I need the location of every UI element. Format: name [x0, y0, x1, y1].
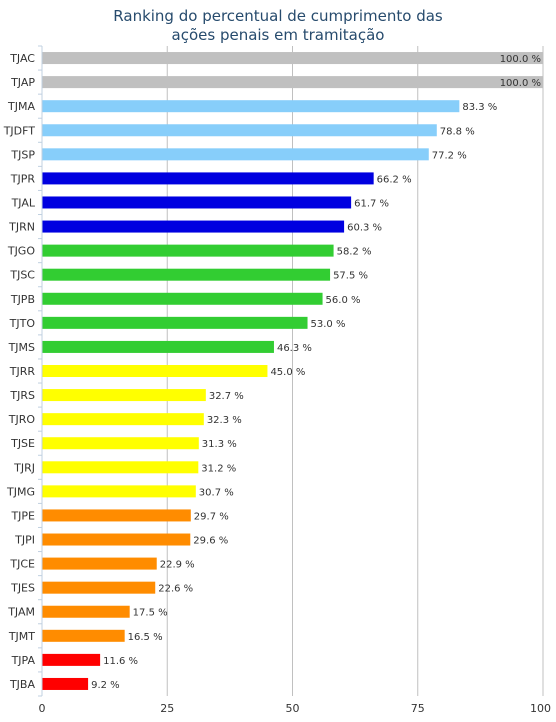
x-tick-label: 50 [286, 702, 300, 715]
bar [42, 533, 191, 546]
value-label: 29.7 % [194, 511, 229, 522]
value-label: 78.8 % [440, 126, 475, 137]
value-label: 100.0 % [500, 78, 541, 89]
value-label: 32.3 % [207, 415, 242, 426]
value-label: 31.3 % [202, 439, 237, 450]
bar [42, 365, 268, 377]
bar [42, 100, 460, 113]
bar [42, 316, 308, 329]
value-label: 9.2 % [91, 680, 120, 691]
value-label: 58.2 % [337, 247, 372, 258]
category-label: TJSC [9, 269, 35, 282]
category-label: TJRJ [13, 461, 35, 474]
x-tick-label: 75 [411, 702, 425, 715]
bar [42, 244, 334, 257]
value-label: 32.7 % [209, 391, 244, 402]
chart-title: Ranking do percentual de cumprimento das… [113, 7, 443, 44]
bar [42, 677, 89, 690]
category-label: TJRN [8, 221, 35, 234]
value-label: 46.3 % [277, 343, 312, 354]
bar [42, 172, 374, 185]
category-label: TJMA [7, 100, 35, 113]
category-label: TJPI [14, 534, 35, 547]
value-label: 45.0 % [270, 367, 305, 378]
bar [42, 220, 345, 233]
value-label: 57.5 % [333, 271, 368, 282]
value-label: 83.3 % [462, 102, 497, 113]
value-label: 22.9 % [160, 560, 195, 571]
value-label: 31.2 % [201, 463, 236, 474]
bar [42, 124, 437, 137]
category-label: TJRO [8, 413, 36, 426]
category-labels: TJAC TJAP TJMA TJDFT TJSP TJPR TJAL TJRN TJGO TJS… [3, 52, 36, 691]
category-label: TJDFT [3, 124, 36, 137]
value-label: 22.6 % [158, 584, 193, 595]
bar [42, 268, 331, 281]
value-label: 77.2 % [432, 150, 467, 161]
bar [42, 557, 157, 570]
bar [42, 437, 199, 450]
value-label: 17.5 % [133, 608, 168, 619]
category-label: TJBA [9, 678, 36, 691]
category-label: TJAL [11, 196, 36, 209]
value-label: 60.3 % [347, 223, 382, 234]
bar [42, 605, 130, 618]
bar [42, 148, 429, 161]
bar [42, 292, 323, 305]
x-tick-label: 0 [39, 702, 46, 715]
category-label: TJTO [9, 317, 36, 330]
value-label: 53.0 % [311, 319, 346, 330]
bar [42, 389, 206, 402]
category-label: TJPR [10, 172, 36, 185]
category-label: TJRR [9, 365, 36, 378]
category-label: TJMG [6, 485, 35, 498]
value-label: 56.0 % [326, 295, 361, 306]
bar [42, 629, 125, 642]
category-label: TJAM [7, 606, 35, 619]
bar [42, 461, 199, 474]
x-tick-label: 25 [160, 702, 174, 715]
bar [42, 413, 204, 426]
bar [42, 76, 543, 89]
category-label: TJRS [9, 389, 35, 402]
value-label: 30.7 % [199, 487, 234, 498]
bar [42, 581, 156, 594]
category-label: TJPB [10, 293, 35, 306]
value-label: 66.2 % [377, 174, 412, 185]
category-label: TJCE [9, 558, 35, 571]
value-label: 16.5 % [128, 632, 163, 643]
bar [42, 52, 543, 65]
value-label: 29.6 % [193, 536, 228, 547]
bar [42, 196, 352, 209]
category-label: TJMS [8, 341, 35, 354]
category-label: TJGO [7, 245, 35, 258]
value-label: 100.0 % [500, 54, 541, 65]
bar [42, 509, 191, 522]
bar [42, 340, 274, 353]
category-label: TJMT [8, 630, 35, 643]
chart-title-line-2: ações penais em tramitação [172, 26, 385, 44]
x-axis: 0 25 50 75 100 [38, 45, 551, 715]
category-label: TJAC [9, 52, 35, 65]
category-label: TJPA [11, 654, 36, 667]
category-label: TJSE [10, 437, 35, 450]
value-labels: 100.0 % 100.0 % 83.3 % 78.8 % 77.2 % 66.2 % 61… [91, 54, 541, 691]
bar [42, 653, 101, 666]
value-label: 61.7 % [354, 198, 389, 209]
chart-title-line-1: Ranking do percentual de cumprimento das [113, 7, 443, 25]
category-label: TJPE [10, 509, 35, 522]
value-label: 11.6 % [103, 656, 138, 667]
bars [42, 52, 543, 690]
category-label: TJAP [10, 76, 35, 89]
category-label: TJSP [10, 148, 35, 161]
category-label: TJES [10, 582, 35, 595]
x-tick-label: 100 [530, 702, 551, 715]
bar [42, 485, 196, 498]
